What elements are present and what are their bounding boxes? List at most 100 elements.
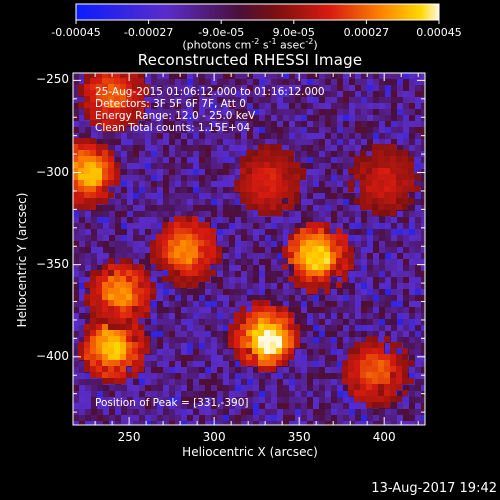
heatmap-cell — [355, 295, 361, 301]
heatmap-cell — [415, 415, 421, 421]
heatmap-cell — [265, 127, 271, 133]
heatmap-cell — [301, 127, 307, 133]
heatmap-cell — [367, 415, 373, 421]
heatmap-cell — [289, 145, 295, 151]
heatmap-cell — [187, 361, 193, 367]
heatmap-source-cell — [73, 150, 78, 156]
heatmap-cell — [307, 73, 313, 79]
heatmap-cell — [247, 403, 253, 409]
heatmap-cell — [79, 331, 85, 337]
heatmap-cell — [151, 199, 157, 205]
heatmap-cell — [223, 175, 229, 181]
heatmap-cell — [217, 103, 223, 109]
heatmap-cell — [283, 259, 289, 265]
heatmap-source-cell — [102, 360, 108, 366]
heatmap-source-cell — [66, 150, 72, 156]
heatmap-source-cell — [306, 234, 312, 240]
heatmap-cell — [247, 295, 253, 301]
heatmap-cell — [181, 373, 187, 379]
heatmap-cell — [259, 73, 265, 79]
heatmap-source-cell — [84, 204, 90, 210]
heatmap-cell — [205, 97, 211, 103]
heatmap-cell — [271, 127, 277, 133]
heatmap-cell — [415, 361, 421, 367]
heatmap-cell — [205, 169, 211, 175]
heatmap-cell — [313, 193, 319, 199]
heatmap-cell — [421, 79, 425, 85]
heatmap-cell — [271, 277, 277, 283]
heatmap-cell — [211, 373, 217, 379]
heatmap-cell — [211, 133, 217, 139]
heatmap-cell — [319, 325, 325, 331]
heatmap-source-cell — [258, 348, 264, 354]
heatmap-cell — [217, 373, 223, 379]
heatmap-cell — [421, 301, 425, 307]
heatmap-cell — [157, 223, 163, 229]
heatmap-cell — [193, 109, 199, 115]
heatmap-cell — [421, 307, 425, 313]
heatmap-cell — [325, 169, 331, 175]
heatmap-source-cell — [78, 138, 84, 144]
heatmap-cell — [325, 415, 331, 421]
heatmap-cell — [211, 265, 217, 271]
heatmap-source-cell — [66, 186, 72, 192]
heatmap-cell — [283, 295, 289, 301]
heatmap-source-cell — [120, 306, 126, 312]
heatmap-source-cell — [216, 252, 222, 258]
heatmap-cell — [223, 181, 229, 187]
heatmap-cell — [319, 115, 325, 121]
heatmap-cell — [307, 79, 313, 85]
heatmap-cell — [247, 91, 253, 97]
heatmap-cell — [313, 337, 319, 343]
heatmap-cell — [187, 175, 193, 181]
heatmap-cell — [145, 169, 151, 175]
heatmap-cell — [79, 397, 85, 403]
heatmap-cell — [115, 133, 121, 139]
heatmap-source-cell — [348, 252, 354, 258]
heatmap-cell — [355, 421, 361, 425]
heatmap-cell — [265, 277, 271, 283]
heatmap-cell — [397, 289, 403, 295]
heatmap-source-cell — [168, 276, 174, 282]
heatmap-cell — [163, 85, 169, 91]
heatmap-cell — [91, 379, 97, 385]
heatmap-cell — [409, 259, 415, 265]
heatmap-cell — [421, 97, 425, 103]
heatmap-cell — [121, 151, 127, 157]
heatmap-cell — [337, 415, 343, 421]
heatmap-cell — [217, 145, 223, 151]
heatmap-cell — [229, 247, 235, 253]
heatmap-cell — [343, 421, 349, 425]
heatmap-source-cell — [270, 360, 276, 366]
heatmap-source-cell — [204, 270, 210, 276]
heatmap-cell — [295, 355, 301, 361]
heatmap-cell — [349, 85, 355, 91]
heatmap-source-cell — [252, 330, 258, 336]
heatmap-cell — [199, 319, 205, 325]
heatmap-cell — [289, 307, 295, 313]
heatmap-cell — [157, 175, 163, 181]
heatmap-cell — [319, 337, 325, 343]
heatmap-cell — [313, 397, 319, 403]
heatmap-cell — [331, 79, 337, 85]
heatmap-cell — [361, 301, 367, 307]
heatmap-source-cell — [150, 288, 156, 294]
heatmap-cell — [307, 385, 313, 391]
heatmap-source-cell — [96, 342, 102, 348]
heatmap-cell — [79, 277, 85, 283]
heatmap-cell — [73, 103, 79, 109]
heatmap-cell — [403, 385, 409, 391]
heatmap-cell — [331, 331, 337, 337]
heatmap-cell — [163, 313, 169, 319]
heatmap-source-cell — [132, 330, 138, 336]
heatmap-cell — [181, 319, 187, 325]
heatmap-cell — [223, 337, 229, 343]
heatmap-cell — [421, 223, 425, 229]
heatmap-source-cell — [132, 372, 138, 378]
heatmap-cell — [139, 133, 145, 139]
heatmap-source-cell — [312, 222, 318, 228]
heatmap-cell — [217, 169, 223, 175]
heatmap-cell — [241, 127, 247, 133]
heatmap-cell — [409, 73, 415, 79]
heatmap-source-cell — [102, 174, 108, 180]
